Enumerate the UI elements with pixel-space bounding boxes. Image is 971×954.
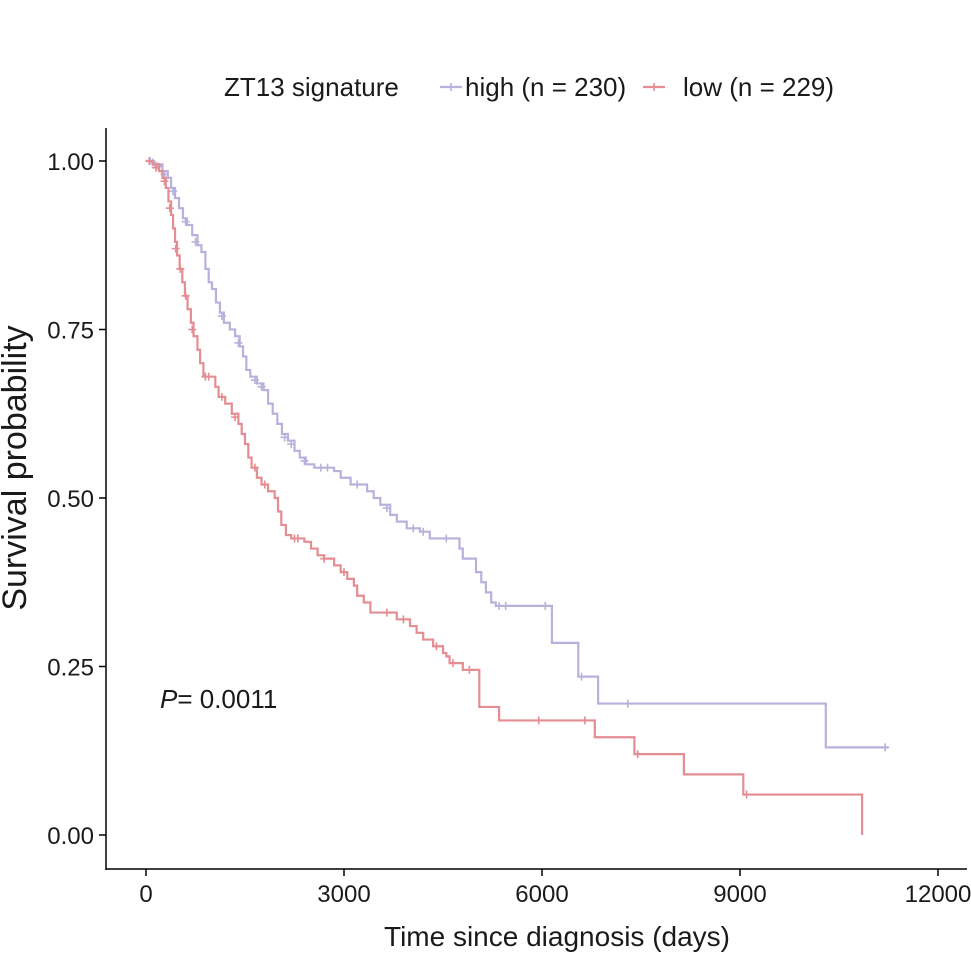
censor-mark [250, 376, 259, 385]
censor-mark [188, 325, 197, 334]
p-label: P [160, 684, 178, 714]
censor-mark [399, 615, 408, 624]
series-high [145, 157, 890, 752]
p-value-annotation: P= 0.0011 [160, 684, 277, 714]
y-tick-label: 1.00 [47, 149, 94, 176]
plot-area [145, 157, 890, 835]
y-tick-label: 0.25 [47, 655, 94, 682]
legend-item-label: high (n = 230) [465, 72, 626, 102]
survival-curve [146, 159, 889, 749]
y-ticks: 0.00 0.25 0.50 0.75 1.00 [47, 149, 106, 850]
x-ticks: 0 3000 6000 9000 12000 [139, 869, 971, 908]
y-tick-label: 0.00 [47, 823, 94, 850]
censor-mark [409, 524, 418, 533]
censor-mark [742, 790, 751, 799]
censor-mark [176, 264, 185, 273]
censor-mark [323, 463, 332, 472]
censor-mark [340, 568, 348, 577]
legend-items: high (n = 230) low (n = 229) [440, 72, 834, 102]
censor-mark [217, 392, 226, 401]
x-tick-label: 6000 [515, 881, 568, 908]
censor-mark [231, 413, 240, 422]
legend-title: ZT13 signature [224, 72, 399, 102]
censor-mark [293, 534, 302, 543]
censor-mark [300, 456, 309, 465]
censor-mark [234, 338, 243, 347]
censor-mark [260, 480, 269, 489]
x-tick-label: 0 [139, 881, 152, 908]
censor-mark [633, 750, 642, 759]
censor-mark [181, 217, 190, 226]
censor-mark [280, 433, 289, 442]
censor-mark [541, 601, 550, 610]
censor-mark [382, 504, 391, 513]
censor-mark [501, 601, 510, 610]
censor-mark [623, 699, 632, 708]
censor-mark [165, 204, 174, 213]
censor-mark [382, 608, 391, 617]
censor-mark [442, 534, 451, 543]
legend: ZT13 signature high (n = 230) low (n = 22… [224, 72, 834, 102]
censor-mark [353, 480, 362, 489]
censor-mark [257, 382, 266, 391]
survival-curve [146, 159, 864, 835]
legend-key-censor [650, 83, 658, 91]
p-value: = 0.0011 [177, 684, 277, 714]
series-low [145, 157, 864, 835]
y-axis-label: Survival probability [0, 325, 34, 610]
y-tick-label: 0.75 [47, 318, 94, 345]
censor-mark [217, 312, 226, 321]
censor-mark [145, 157, 154, 165]
axes: 0 3000 6000 9000 12000 0.00 0.25 0.50 0.75 1.00 [47, 128, 971, 908]
censor-mark [169, 187, 178, 196]
x-tick-label: 3000 [317, 881, 370, 908]
censor-mark [151, 163, 160, 172]
censor-mark [580, 716, 589, 725]
x-axis-label: Time since diagnosis (days) [384, 921, 730, 952]
censor-mark [419, 527, 428, 536]
y-tick-label: 0.50 [47, 486, 94, 513]
censor-mark [287, 440, 296, 449]
censor-mark [320, 554, 329, 563]
censor-mark [204, 372, 213, 381]
censor-mark [534, 716, 543, 725]
censor-mark [191, 237, 200, 246]
legend-item-label: low (n = 229) [683, 72, 834, 102]
censor-mark [160, 177, 169, 186]
x-tick-label: 9000 [713, 881, 766, 908]
censor-mark [432, 642, 441, 651]
censor-mark [448, 659, 457, 668]
legend-key-censor [447, 83, 455, 91]
censor-mark [250, 463, 259, 472]
censor-mark [465, 665, 474, 674]
censor-mark [171, 244, 180, 253]
censor-mark [181, 291, 190, 300]
censor-mark [881, 743, 890, 752]
x-tick-label: 12000 [905, 881, 971, 908]
censor-mark [577, 672, 586, 681]
